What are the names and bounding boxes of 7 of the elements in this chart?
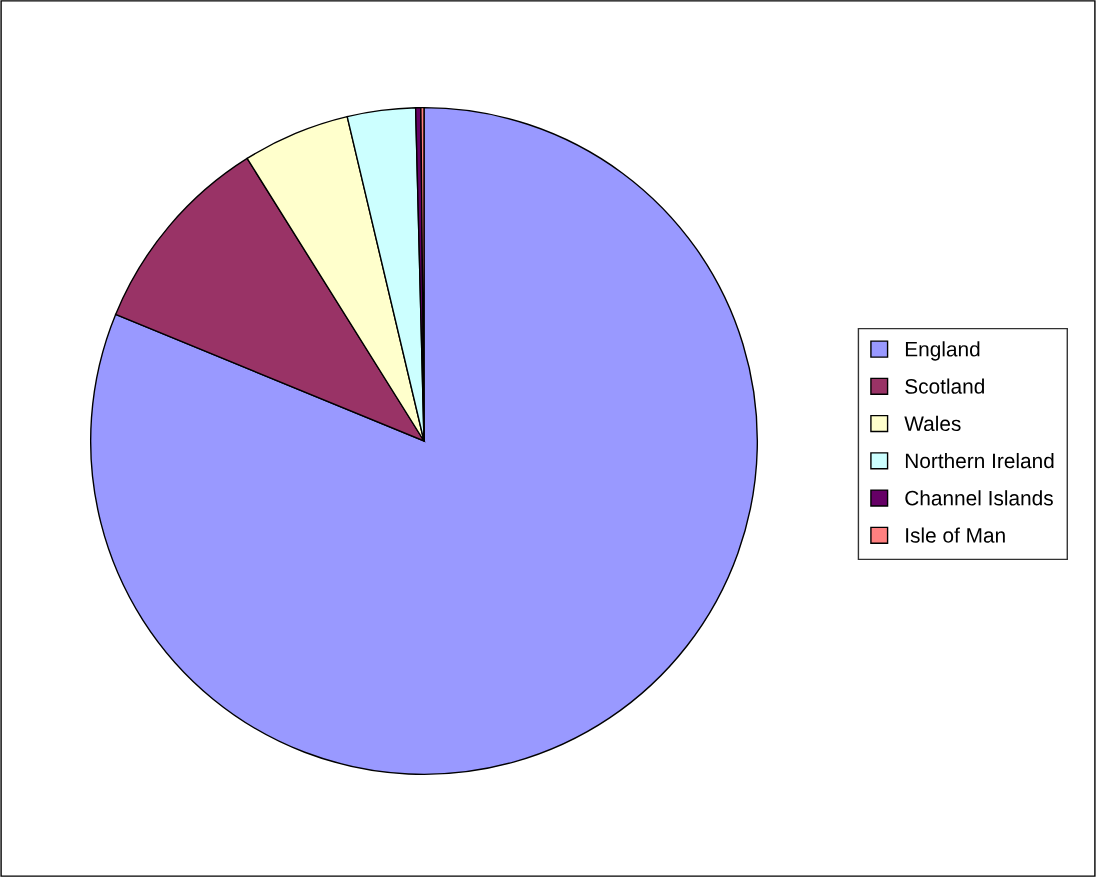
pie-slice bbox=[89, 106, 759, 776]
legend-label: Northern Ireland bbox=[905, 452, 1054, 469]
legend-label: England bbox=[905, 341, 980, 361]
legend-label: Wales bbox=[904, 415, 961, 432]
legend-label: Isle of Man bbox=[906, 527, 1005, 543]
legend-label: Scotland bbox=[905, 378, 984, 394]
legend-label: Channel Islands bbox=[905, 490, 1053, 506]
